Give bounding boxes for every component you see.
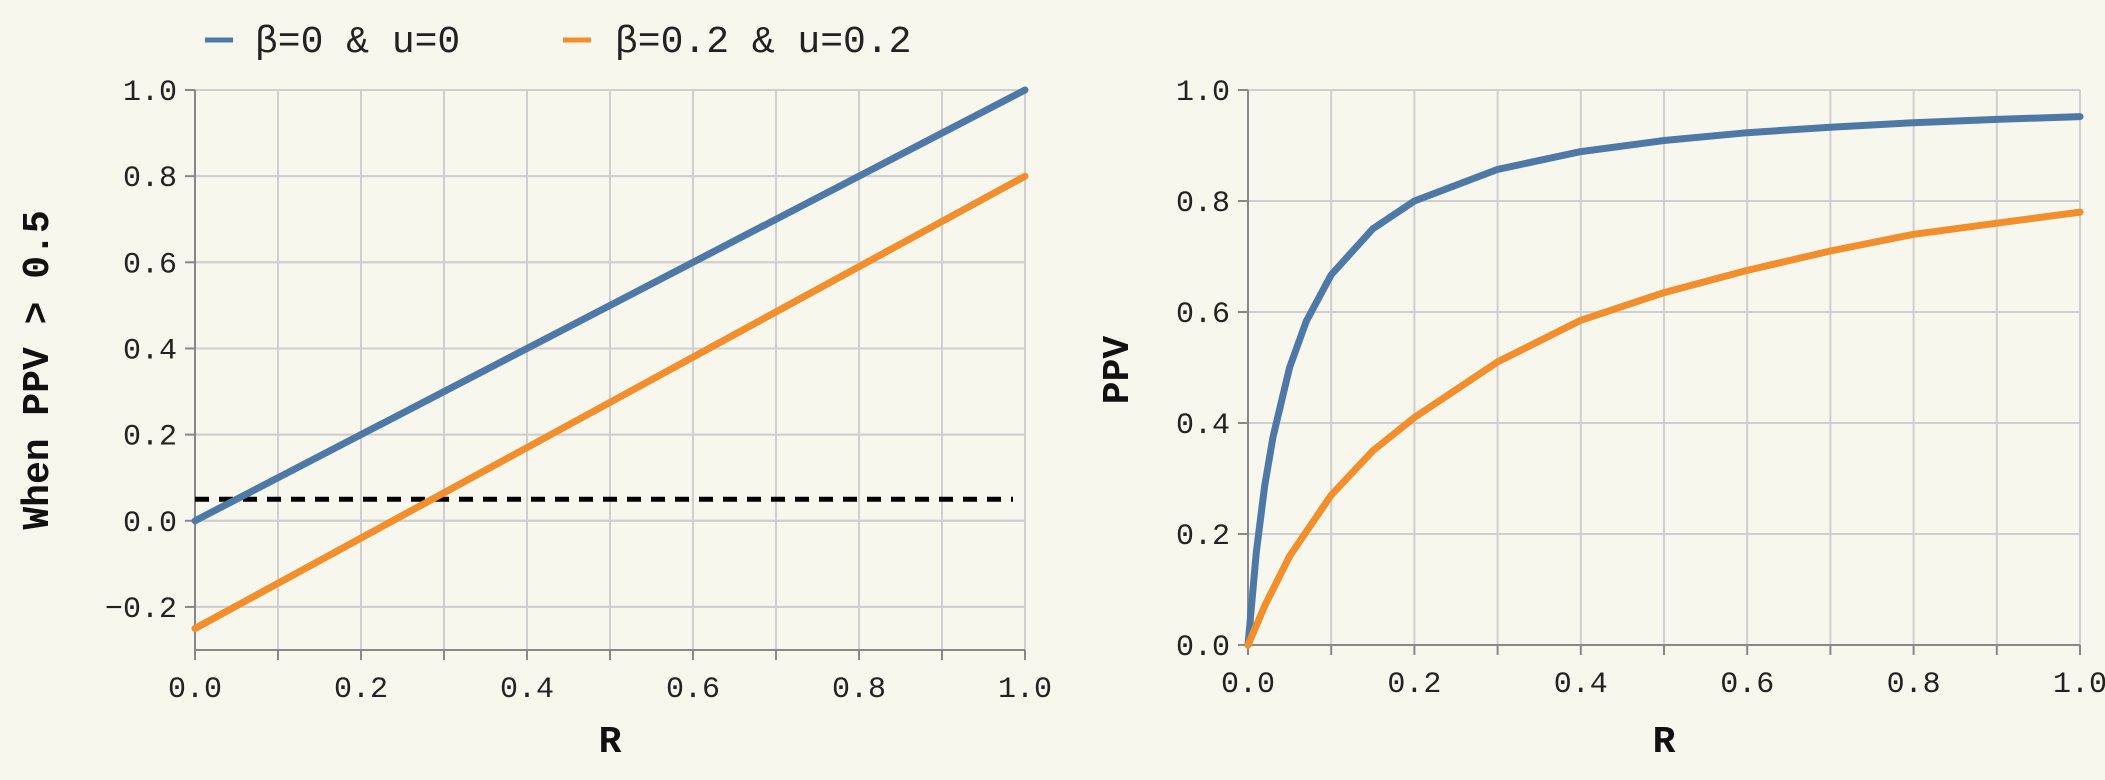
- y-tick-label: 1.0: [1176, 76, 1230, 110]
- y-tick-label: 0.0: [123, 507, 177, 541]
- series-line-0: [191, 86, 1029, 525]
- x-tick-label: 0.4: [1554, 668, 1608, 702]
- x-axis-label: R: [1653, 721, 1676, 764]
- x-tick-label: 0.6: [1720, 668, 1774, 702]
- y-tick-label: 0.8: [123, 162, 177, 196]
- x-tick-label: 0.6: [666, 673, 720, 707]
- x-tick-label: 0.2: [1387, 668, 1441, 702]
- legend: β=0 & u=0 β=0.2 & u=0.2: [205, 21, 911, 64]
- legend-label-1: β=0.2 & u=0.2: [615, 21, 911, 64]
- left-panel-when-ppv-chart: 0.0 0.2 0.4 0.6 0.8 1.0 −0.2 0.0 0.2 0.4 0.6 0.8 1.0…: [17, 76, 1052, 764]
- series-line-1: [1244, 208, 2084, 649]
- y-axis-label: When PPV > 0.5: [17, 210, 60, 529]
- x-axis-label: R: [599, 721, 622, 764]
- series-line-0: [1244, 113, 2084, 649]
- y-tick-label: 0.0: [1176, 631, 1230, 665]
- y-tick-label: 0.6: [123, 248, 177, 282]
- x-tick-label: 1.0: [2053, 668, 2105, 702]
- x-tick-label: 0.0: [1221, 668, 1275, 702]
- y-tick-label: 0.4: [1176, 409, 1230, 443]
- x-tick-label: 0.2: [334, 673, 388, 707]
- legend-label-0: β=0 & u=0: [255, 21, 460, 64]
- y-tick-label: 0.6: [1176, 298, 1230, 332]
- y-tick-label: 0.2: [1176, 520, 1230, 554]
- y-tick-label: 1.0: [123, 76, 177, 110]
- x-tick-label: 0.0: [168, 673, 222, 707]
- x-tick-label: 0.4: [500, 673, 554, 707]
- series-line-1: [191, 172, 1029, 632]
- y-tick-label: 0.2: [123, 421, 177, 455]
- y-tick-label: 0.4: [123, 334, 177, 368]
- x-tick-label: 0.8: [832, 673, 886, 707]
- y-tick-label: −0.2: [105, 593, 177, 627]
- x-tick-label: 0.8: [1887, 668, 1941, 702]
- y-tick-label: 0.8: [1176, 187, 1230, 221]
- y-axis-label: PPV: [1097, 336, 1140, 405]
- right-panel-ppv-chart: 0.0 0.2 0.4 0.6 0.8 1.0 0.0 0.2 0.4 0.6 0.8 1.0 R PPV: [1097, 76, 2105, 764]
- x-tick-label: 1.0: [998, 673, 1052, 707]
